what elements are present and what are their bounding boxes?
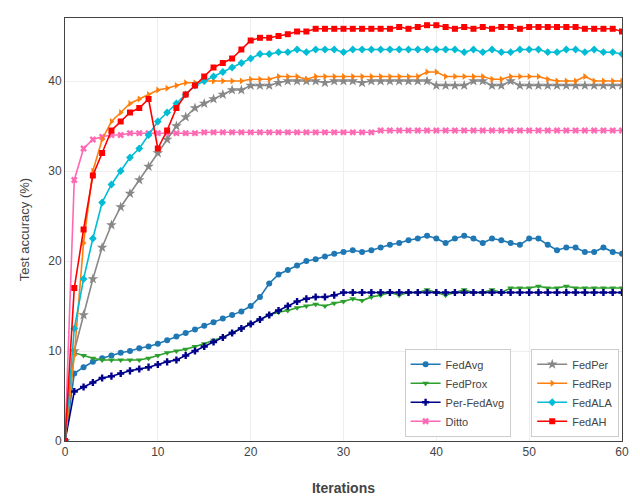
- svg-text:60: 60: [615, 445, 629, 459]
- svg-text:Per-FedAvg: Per-FedAvg: [446, 397, 505, 409]
- svg-text:10: 10: [151, 445, 165, 459]
- svg-text:FedPer: FedPer: [572, 359, 608, 371]
- svg-text:30: 30: [48, 164, 62, 178]
- svg-text:FedAH: FedAH: [572, 416, 606, 428]
- svg-text:50: 50: [522, 445, 536, 459]
- svg-text:10: 10: [48, 344, 62, 358]
- svg-text:40: 40: [48, 74, 62, 88]
- svg-text:20: 20: [244, 445, 258, 459]
- svg-text:40: 40: [430, 445, 444, 459]
- svg-text:Test accuracy (%): Test accuracy (%): [17, 178, 32, 281]
- svg-text:Iterations: Iterations: [312, 480, 375, 496]
- svg-text:30: 30: [337, 445, 351, 459]
- svg-text:20: 20: [48, 254, 62, 268]
- svg-text:FedRep: FedRep: [572, 378, 611, 390]
- svg-text:0: 0: [55, 434, 62, 448]
- svg-text:Ditto: Ditto: [446, 416, 469, 428]
- svg-text:0: 0: [62, 445, 69, 459]
- svg-text:FedALA: FedALA: [572, 397, 612, 409]
- svg-text:FedAvg: FedAvg: [446, 359, 484, 371]
- svg-text:FedProx: FedProx: [446, 378, 488, 390]
